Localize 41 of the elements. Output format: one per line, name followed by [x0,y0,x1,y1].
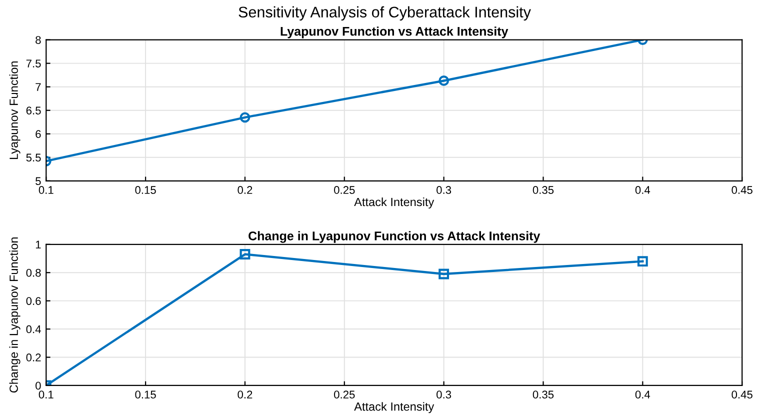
x-tick-label: 0.35 [532,390,554,399]
y-tick-label: 0.6 [26,297,41,305]
point [240,112,250,123]
x-tick-label: 0.4 [635,186,650,194]
y-tick-label: 6 [36,130,41,138]
x-tick-label: 0.3 [436,390,452,399]
y-axis-title: Lyapunov Function [9,61,20,160]
point [637,256,648,267]
y-tick-label: 8 [36,36,41,44]
y-tick-label: 0.8 [26,268,41,277]
point [438,268,450,280]
x-tick-label: 0.15 [135,186,156,194]
x-tick-label: 0.35 [532,186,554,194]
x-tick-label: 0.25 [334,390,355,399]
y-tick-label: 0.4 [26,325,41,334]
x-tick-label: 0.2 [238,186,252,194]
x-tick-label: 0.4 [635,390,650,399]
y-tick-label: 5.5 [26,154,41,162]
x-tick-label: 0.15 [135,390,156,399]
y-tick-label: 0 [36,382,41,390]
chart-title: Lyapunov Function vs Attack Intensity [280,26,508,38]
y-tick-label: 1 [36,240,41,248]
text: Sensitivity Analysis of Cyberattack Intensity [238,6,531,21]
x-axis-title: Attack Intensity [354,402,434,414]
x-tick-label: 0.3 [436,186,452,194]
x-tick-label: 0.25 [334,186,355,194]
y-axis-title: Change in Lyapunov Function [9,237,20,393]
x-tick-label: 0.1 [38,390,54,399]
point [240,249,250,260]
x-tick-label: 0.2 [238,390,252,399]
y-tick-label: 7 [36,83,41,91]
y-tick-label: 5 [36,177,41,186]
y-tick-label: 0.2 [26,354,41,362]
x-axis-title: Attack Intensity [354,198,434,209]
x-tick-label: 0.45 [732,186,752,194]
chart-title: Change in Lyapunov Function vs Attack Intensity [248,231,540,243]
y-tick-label: 6.5 [26,106,41,114]
x-tick-label: 0.1 [38,186,54,194]
point [438,76,450,86]
y-tick-label: 7.5 [26,60,41,68]
x-tick-label: 0.45 [732,390,752,399]
